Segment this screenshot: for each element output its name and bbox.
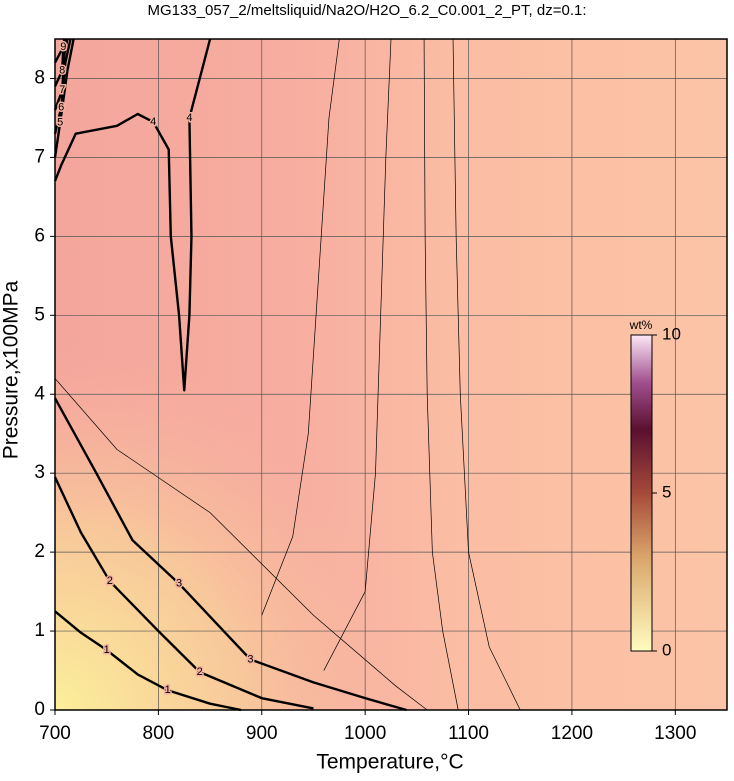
x-tick-label: 1100 — [448, 723, 489, 744]
contour-label: 4 — [186, 112, 192, 124]
contour-line — [53, 38, 75, 158]
contour-line — [323, 38, 392, 671]
contour-label: 1 — [104, 644, 110, 656]
contour-label: 8 — [59, 64, 65, 76]
y-tick-label: 4 — [34, 383, 45, 404]
contour-line — [53, 38, 66, 64]
contour-line — [54, 610, 242, 712]
x-tick-label: 1000 — [344, 723, 386, 744]
colorbar-tick-label: 10 — [662, 324, 681, 343]
contour-line — [423, 38, 459, 711]
contour-line — [54, 378, 428, 711]
colorbar-label: wt% — [629, 318, 653, 332]
colorbar-tick-label: 0 — [662, 640, 671, 659]
x-axis-label: Temperature,°C — [316, 751, 463, 774]
contour-label: 3 — [247, 653, 253, 665]
x-tick-label: 700 — [39, 723, 71, 744]
contour-label: 4 — [150, 116, 156, 128]
y-tick-label: 0 — [34, 699, 45, 720]
x-tick-label: 1300 — [654, 723, 696, 744]
contour-line — [452, 38, 521, 711]
contour-label: 1 — [165, 684, 171, 696]
contour-label: 9 — [60, 41, 66, 53]
contour-label: 6 — [58, 102, 64, 114]
plot-shade — [55, 39, 727, 710]
y-tick-label: 6 — [34, 225, 45, 246]
plot-frame — [54, 38, 728, 711]
contour-line — [53, 38, 212, 392]
y-tick-label: 1 — [34, 620, 45, 641]
y-tick-label: 5 — [34, 304, 45, 325]
y-tick-label: 8 — [34, 67, 45, 88]
colorbar-tick-label: 5 — [662, 482, 671, 501]
chart-title: MG133_057_2/meltsliquid/Na2O/H2O_6.2_C0.… — [147, 2, 586, 19]
contour-label: 5 — [57, 117, 63, 129]
contour-line — [53, 38, 69, 111]
colorbar — [630, 334, 653, 652]
y-tick-label: 3 — [34, 462, 45, 483]
x-tick-label: 1200 — [551, 723, 593, 744]
contour-line — [53, 476, 314, 710]
contour-line — [53, 397, 407, 712]
contour-label: 7 — [59, 84, 65, 96]
y-tick-label: 7 — [34, 146, 45, 167]
y-tick-label: 2 — [34, 541, 45, 562]
contour-line — [261, 38, 340, 616]
contour-label: 3 — [176, 578, 182, 590]
contour-label: 2 — [197, 666, 203, 678]
contour-label: 2 — [107, 575, 113, 587]
y-axis-label: Pressure,x100MPa — [0, 280, 23, 459]
x-tick-label: 800 — [143, 723, 175, 744]
x-tick-label: 900 — [246, 723, 278, 744]
